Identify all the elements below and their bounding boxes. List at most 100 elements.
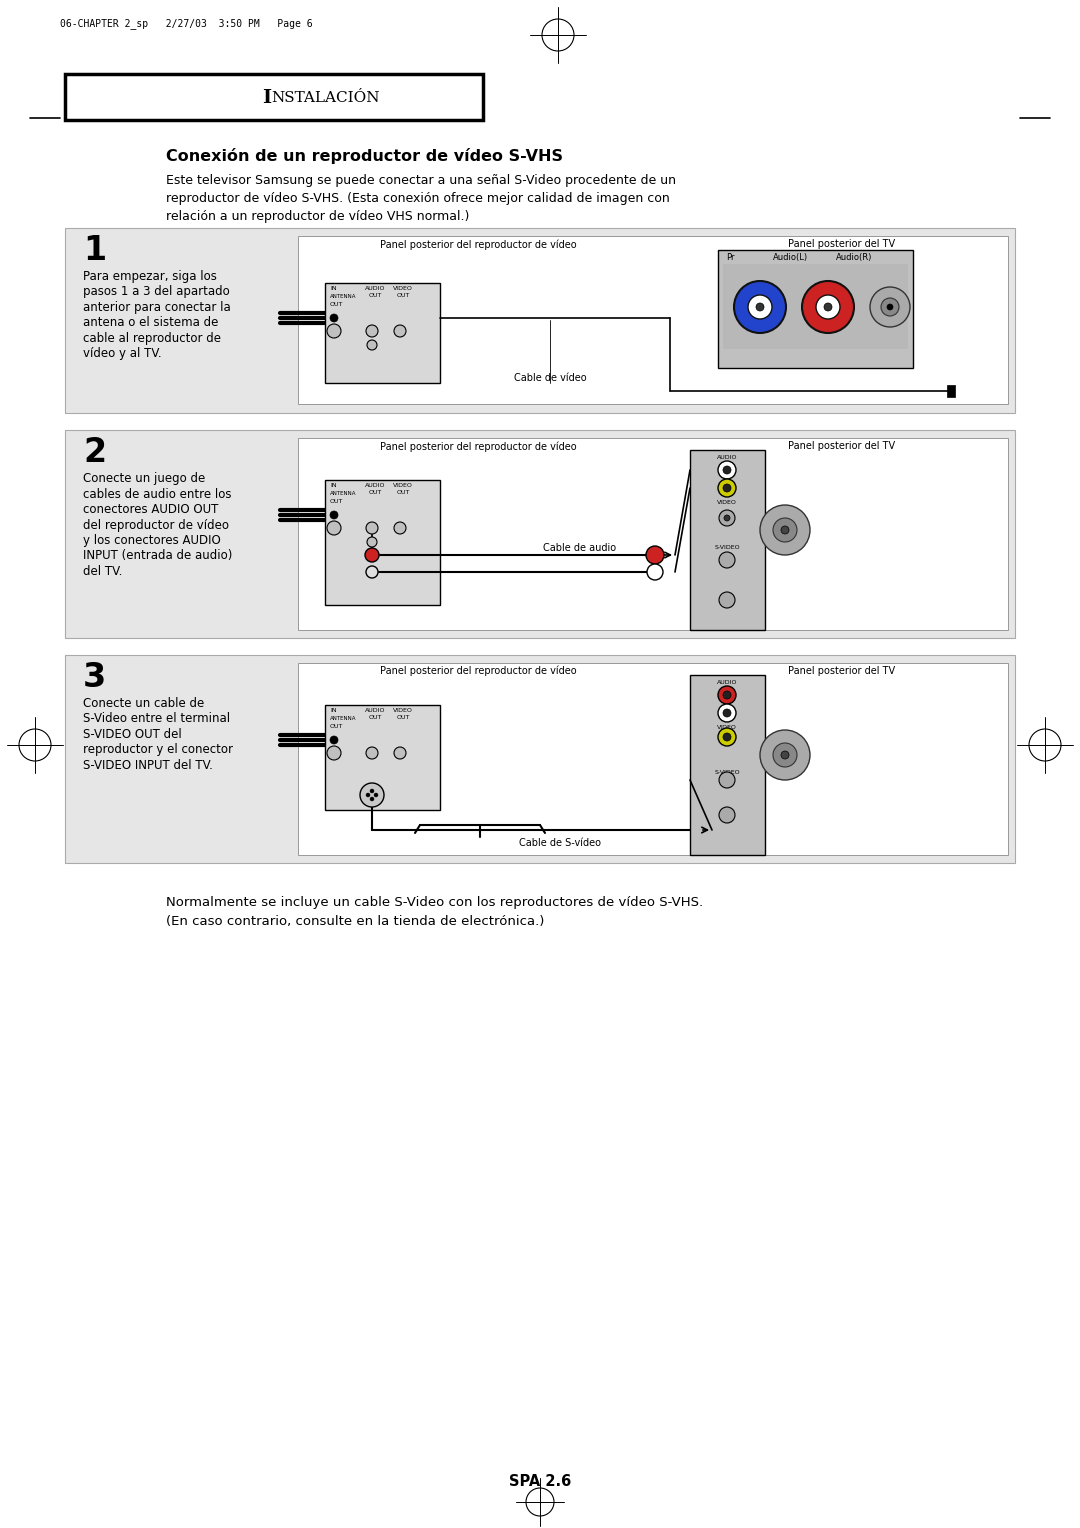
Text: Pr: Pr	[726, 254, 734, 261]
Text: antena o el sistema de: antena o el sistema de	[83, 316, 218, 330]
Circle shape	[824, 303, 832, 312]
Text: Normalmente se incluye un cable S-Video con los reproductores de vídeo S-VHS.: Normalmente se incluye un cable S-Video …	[166, 895, 703, 909]
Circle shape	[366, 793, 370, 798]
Text: OUT: OUT	[396, 293, 409, 298]
Text: Panel posterior del reproductor de vídeo: Panel posterior del reproductor de vídeo	[380, 442, 577, 451]
Text: cable al reproductor de: cable al reproductor de	[83, 332, 221, 345]
Text: AUDIO: AUDIO	[717, 455, 738, 460]
Circle shape	[760, 504, 810, 555]
Circle shape	[327, 521, 341, 535]
Text: del reproductor de vídeo: del reproductor de vídeo	[83, 518, 229, 532]
Text: 1: 1	[83, 234, 106, 267]
Text: pasos 1 a 3 del apartado: pasos 1 a 3 del apartado	[83, 286, 230, 298]
Circle shape	[887, 304, 893, 310]
Text: VIDEO: VIDEO	[393, 707, 413, 714]
Text: VIDEO: VIDEO	[393, 286, 413, 290]
Circle shape	[366, 523, 378, 533]
Text: OUT: OUT	[330, 303, 343, 307]
Bar	[690, 675, 765, 856]
Text: 2: 2	[83, 435, 106, 469]
Circle shape	[724, 515, 730, 521]
Bar	[65, 73, 483, 121]
Circle shape	[330, 313, 338, 322]
Circle shape	[719, 552, 735, 568]
Text: Cable de S-vídeo: Cable de S-vídeo	[519, 837, 600, 848]
Text: IN: IN	[330, 286, 337, 290]
Circle shape	[773, 518, 797, 542]
Text: reproductor y el conector: reproductor y el conector	[83, 744, 233, 756]
Text: ANTENNA: ANTENNA	[330, 293, 356, 299]
Text: conectores AUDIO OUT: conectores AUDIO OUT	[83, 503, 218, 516]
Circle shape	[748, 295, 772, 319]
Circle shape	[366, 325, 378, 338]
Circle shape	[718, 727, 735, 746]
Text: Audio(L): Audio(L)	[773, 254, 808, 261]
Circle shape	[718, 686, 735, 704]
Circle shape	[719, 591, 735, 608]
Circle shape	[756, 303, 764, 312]
Circle shape	[330, 510, 338, 520]
Text: Para empezar, siga los: Para empezar, siga los	[83, 270, 217, 283]
Circle shape	[394, 325, 406, 338]
Text: Este televisor Samsung se puede conectar a una señal S-Video procedente de un: Este televisor Samsung se puede conectar…	[166, 174, 676, 186]
Circle shape	[366, 747, 378, 759]
Text: S-VIDEO: S-VIDEO	[714, 545, 740, 550]
Text: S-VIDEO OUT del: S-VIDEO OUT del	[83, 727, 181, 741]
Bar	[947, 385, 955, 397]
Text: relación a un reproductor de vídeo VHS normal.): relación a un reproductor de vídeo VHS n…	[166, 209, 470, 223]
Text: VIDEO: VIDEO	[393, 483, 413, 487]
Text: y los conectores AUDIO: y los conectores AUDIO	[83, 533, 220, 547]
Text: AUDIO: AUDIO	[717, 680, 738, 685]
Circle shape	[394, 747, 406, 759]
Text: (En caso contrario, consulte en la tienda de electrónica.): (En caso contrario, consulte en la tiend…	[166, 915, 544, 927]
Text: Conecte un juego de: Conecte un juego de	[83, 472, 205, 484]
Circle shape	[366, 565, 378, 578]
Text: NSTALACIÓN: NSTALACIÓN	[271, 92, 379, 105]
Text: Cable de vídeo: Cable de vídeo	[514, 373, 586, 384]
Text: IN: IN	[330, 707, 337, 714]
Text: Panel posterior del TV: Panel posterior del TV	[788, 238, 895, 249]
Text: 06-CHAPTER 2_sp   2/27/03  3:50 PM   Page 6: 06-CHAPTER 2_sp 2/27/03 3:50 PM Page 6	[60, 18, 312, 29]
Text: Conexión de un reproductor de vídeo S-VHS: Conexión de un reproductor de vídeo S-VH…	[166, 148, 563, 163]
Text: ANTENNA: ANTENNA	[330, 490, 356, 497]
Circle shape	[647, 564, 663, 581]
Circle shape	[802, 281, 854, 333]
Bar	[65, 656, 1015, 863]
Circle shape	[718, 478, 735, 497]
Text: Cable de audio: Cable de audio	[543, 542, 617, 553]
Circle shape	[367, 536, 377, 547]
Circle shape	[360, 782, 384, 807]
Text: OUT: OUT	[368, 293, 381, 298]
Bar	[723, 264, 908, 348]
Text: VIDEO: VIDEO	[717, 724, 737, 730]
Text: OUT: OUT	[330, 724, 343, 729]
Circle shape	[646, 545, 664, 564]
Circle shape	[365, 549, 379, 562]
Text: Panel posterior del reproductor de vídeo: Panel posterior del reproductor de vídeo	[380, 238, 577, 249]
Bar	[298, 235, 1008, 403]
Circle shape	[330, 736, 338, 744]
Text: VIDEO: VIDEO	[717, 500, 737, 504]
Circle shape	[719, 510, 735, 526]
Circle shape	[723, 484, 731, 492]
Circle shape	[370, 798, 374, 801]
Circle shape	[781, 750, 789, 759]
Text: Panel posterior del TV: Panel posterior del TV	[788, 442, 895, 451]
Circle shape	[370, 788, 374, 793]
Text: SPA 2.6: SPA 2.6	[509, 1475, 571, 1488]
Circle shape	[718, 704, 735, 723]
Text: I: I	[261, 89, 271, 107]
Text: OUT: OUT	[330, 500, 343, 504]
Text: S-Video entre el terminal: S-Video entre el terminal	[83, 712, 230, 726]
Text: cables de audio entre los: cables de audio entre los	[83, 487, 231, 501]
Circle shape	[760, 730, 810, 779]
Text: S-VIDEO INPUT del TV.: S-VIDEO INPUT del TV.	[83, 759, 213, 772]
Circle shape	[881, 298, 899, 316]
Circle shape	[367, 341, 377, 350]
Circle shape	[773, 743, 797, 767]
Circle shape	[781, 526, 789, 533]
Bar	[65, 429, 1015, 639]
Bar	[718, 251, 913, 368]
Text: reproductor de vídeo S-VHS. (Esta conexión ofrece mejor calidad de imagen con: reproductor de vídeo S-VHS. (Esta conexi…	[166, 193, 670, 205]
Text: del TV.: del TV.	[83, 565, 122, 578]
